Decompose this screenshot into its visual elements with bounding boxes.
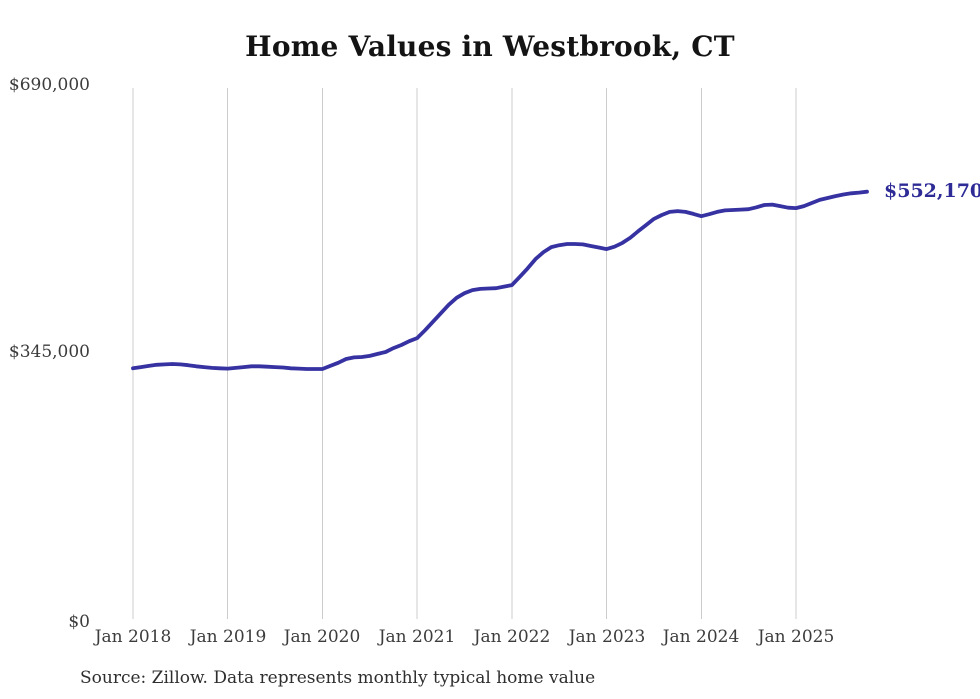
chart-title: Home Values in Westbrook, CT (245, 30, 735, 63)
x-axis-tick-jan-2022: Jan 2022 (473, 627, 551, 647)
x-axis-tick-jan-2024: Jan 2024 (662, 627, 740, 647)
y-axis-tick-690000: $690,000 (8, 75, 90, 95)
x-axis-tick-jan-2018: Jan 2018 (94, 627, 172, 647)
latest-value-label: $552,170 (884, 180, 980, 202)
x-axis-tick-jan-2020: Jan 2020 (283, 627, 361, 647)
x-axis-tick-jan-2019: Jan 2019 (189, 627, 267, 647)
y-axis-tick-345000: $345,000 (8, 342, 90, 362)
x-axis-tick-jan-2021: Jan 2021 (378, 627, 456, 647)
y-axis-tick-0: $0 (68, 612, 90, 632)
x-axis-tick-jan-2023: Jan 2023 (568, 627, 646, 647)
source-attribution: Source: Zillow. Data represents monthly … (80, 668, 596, 688)
x-axis-tick-jan-2025: Jan 2025 (757, 627, 835, 647)
